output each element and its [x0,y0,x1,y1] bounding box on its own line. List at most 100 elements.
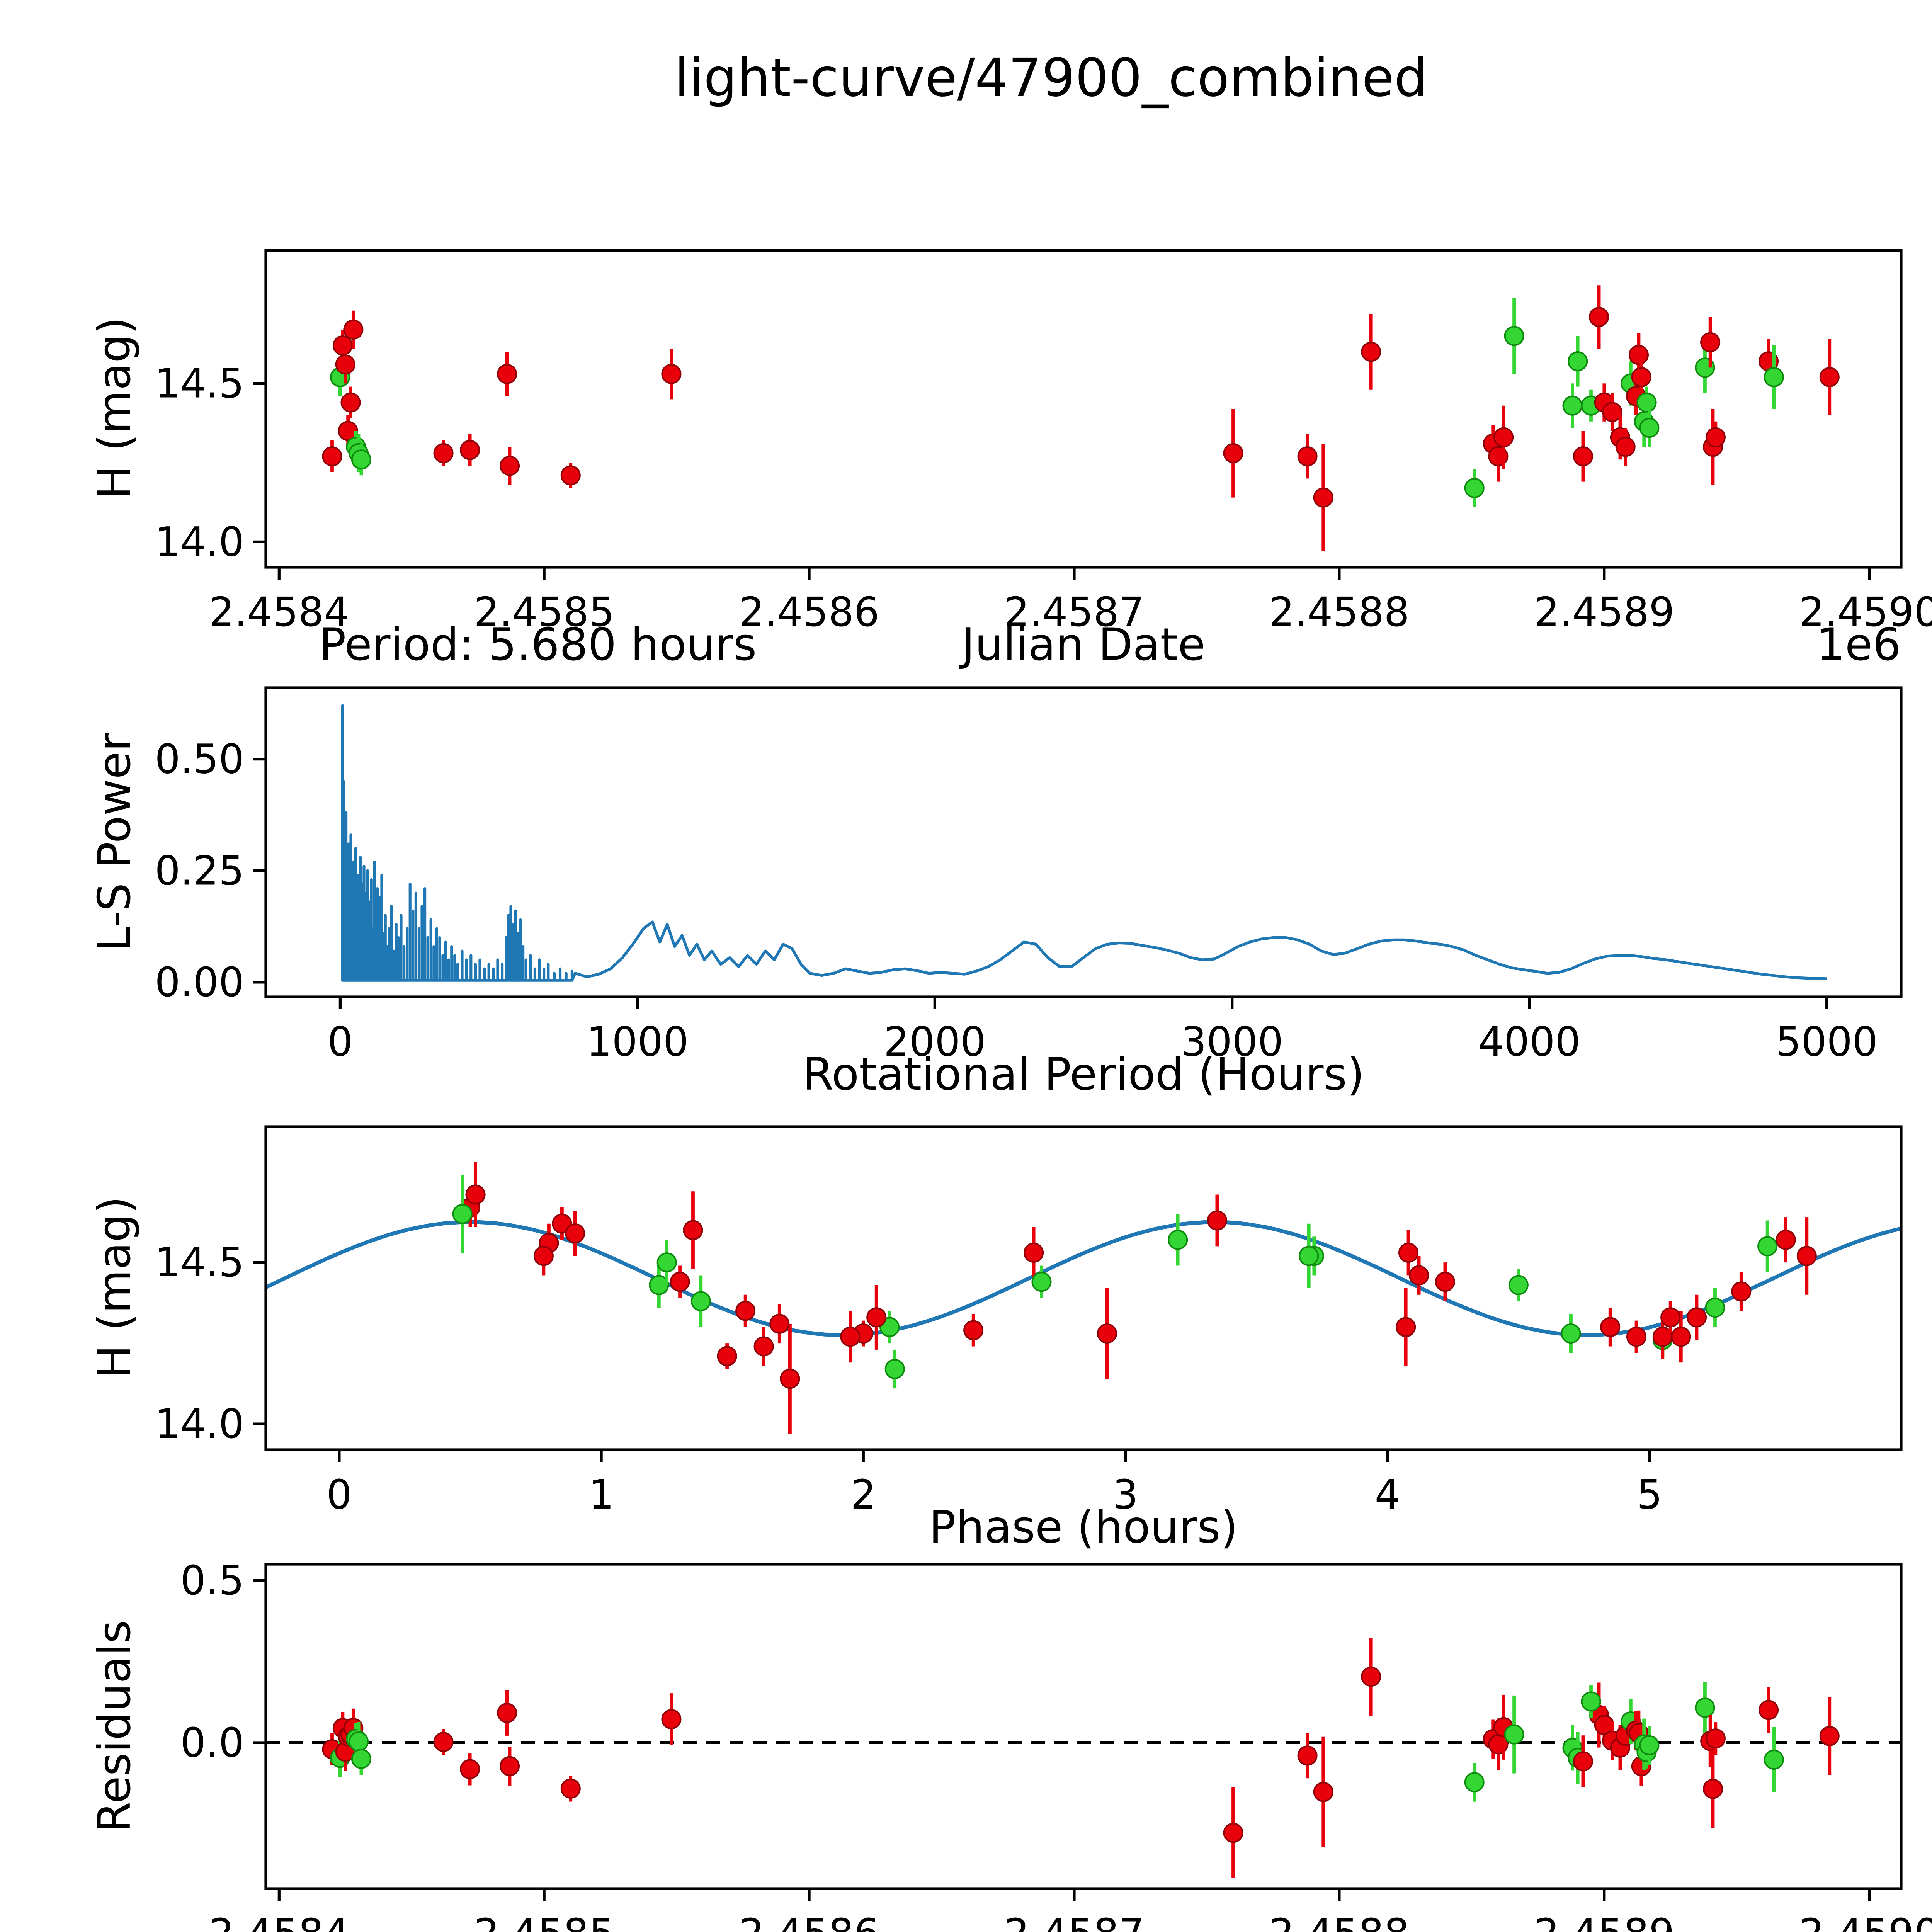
y-tick-label: 0.00 [155,959,244,1006]
data-point-red [1602,402,1622,422]
x-tick-label: 2.4587 [1004,588,1145,636]
data-point-red [670,1272,690,1292]
data-point-green [1695,1697,1715,1718]
chart-layer: 2.4584 2.4585 2.4586 2.4587 2.4588 2.4589 2.45… [155,249,1932,1932]
panel-phased: 0 1 2 3 4 5 14.0 14.5 [155,1125,1903,1518]
data-point-red [1615,437,1636,457]
data-point-red [343,320,364,340]
data-point-red [1819,1726,1840,1746]
data-point-red [1705,1728,1726,1749]
lightcurve-xlabel: Julian Date [959,619,1206,671]
data-point-green [1639,1735,1660,1755]
data-point-red [1297,446,1318,466]
panel-residuals: 2.4584 2.4585 2.4586 2.4587 2.4588 2.4589 2.45… [180,1557,1932,1932]
x-tick-label: 2.4584 [209,1910,349,1932]
data-point-red [1223,1823,1243,1843]
data-point-green [1764,1749,1784,1770]
data-point-red [1313,1782,1333,1802]
data-point-green [351,449,371,470]
x-tick-label: 2.4587 [1004,1910,1145,1932]
data-point-green [1561,1323,1581,1344]
x-tick-label: 2.4584 [209,588,349,636]
data-point-red [1819,367,1840,387]
panel-periodogram: 0 1000 2000 3000 4000 5000 0.00 0.25 0.50 [155,686,1903,1065]
y-tick-label: 14.0 [155,1400,244,1447]
data-point-red [1687,1307,1707,1328]
data-point-red [500,456,520,476]
data-point-green [1504,326,1524,346]
x-tick-label: 5000 [1776,1018,1878,1065]
data-point-green [656,1252,677,1273]
data-point-red [661,1709,682,1730]
data-point-red [500,1756,520,1776]
data-point-green [1504,1724,1524,1745]
x-tick-label: 4 [1375,1471,1400,1518]
data-point-red [1759,1700,1779,1720]
data-point-red [1626,1327,1647,1347]
data-point-red [460,1759,480,1779]
data-point-red [1313,487,1333,508]
data-point-red [322,446,342,466]
data-point-red [1796,1246,1817,1266]
data-point-red [1776,1230,1796,1250]
data-point-red [1700,332,1721,352]
data-point-red [1589,307,1609,327]
data-point-green [349,1731,369,1752]
y-tick-label: 0.0 [180,1719,244,1766]
phased-xlabel: Phase (hours) [929,1501,1238,1553]
data-point-green [1508,1275,1529,1295]
y-tick-label: 14.5 [155,360,244,407]
data-point-red [753,1336,774,1357]
figure-title: light-curve/47900_combined [675,48,1428,109]
data-point-green [690,1291,711,1311]
axes-frame [264,249,1903,569]
data-point-red [963,1320,984,1340]
x-tick-label: 0 [327,1018,353,1065]
axes-frame [264,1563,1903,1890]
data-point-green [1764,367,1784,387]
data-point-green [1568,351,1588,371]
x-tick-label: 2.4589 [1534,588,1675,636]
data-point-red [1628,345,1649,365]
lightcurve-offset-label: 1e6 [1816,619,1901,671]
data-point-red [497,364,517,384]
residuals-ylabel: Residuals [88,1620,141,1833]
data-point-red [1297,1745,1318,1766]
data-point-green [1299,1246,1319,1266]
data-point-red [465,1184,486,1205]
x-tick-label: 2.4588 [1269,588,1410,636]
data-point-red [1731,1281,1752,1302]
data-point-red [1361,342,1381,362]
data-point-red [1097,1323,1117,1344]
data-point-red [1600,1317,1621,1337]
data-point-green [1031,1272,1052,1292]
data-point-red [565,1223,585,1243]
y-tick-label: 0.50 [155,736,244,783]
data-point-red [1207,1210,1227,1231]
data-point-red [866,1307,887,1328]
data-point-red [560,465,581,486]
data-point-red [1671,1327,1691,1347]
data-point-red [1573,446,1593,466]
x-tick-label: 4000 [1478,1018,1581,1065]
periodogram-xlabel: Rotational Period (Hours) [803,1048,1364,1100]
data-point-red [1223,443,1243,463]
x-tick-label: 2.4588 [1269,1910,1410,1932]
x-tick-label: 5 [1637,1471,1662,1518]
axes-frame [264,1125,1903,1451]
data-point-red [460,440,480,460]
data-point-green [351,1748,371,1769]
data-point-red [340,392,361,413]
x-tick-label: 1 [588,1471,614,1518]
data-point-red [433,1732,454,1752]
data-point-red [433,443,454,463]
data-point-green [1168,1230,1188,1250]
lightcurve-ylabel: H (mag) [88,317,141,499]
data-point-green [884,1359,905,1379]
data-point-red [1573,1751,1593,1772]
data-point-green [452,1204,473,1224]
data-point-red [780,1369,800,1389]
data-point-green [1562,395,1583,416]
